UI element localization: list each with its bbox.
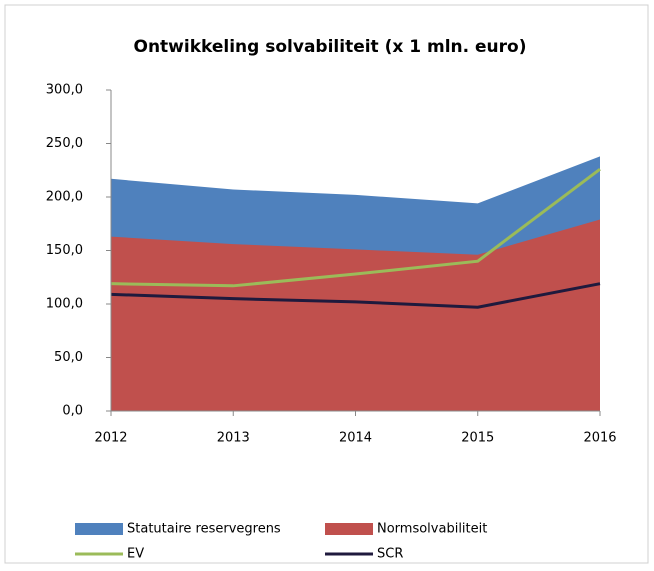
x-tick-label: 2012 (94, 431, 127, 446)
legend-swatch (325, 523, 373, 535)
x-tick-label: 2015 (461, 431, 494, 446)
legend-label: SCR (377, 547, 403, 562)
y-tick-label: 150,0 (46, 243, 83, 258)
y-tick-label: 300,0 (46, 83, 83, 98)
legend-swatch (75, 523, 123, 535)
x-tick-label: 2013 (217, 431, 250, 446)
line (110, 167, 601, 288)
area (111, 219, 600, 411)
y-tick-label: 50,0 (54, 350, 83, 365)
x-tick-label: 2014 (339, 431, 372, 446)
line (110, 282, 601, 309)
y-tick-label: 200,0 (46, 190, 83, 205)
y-tick-label: 250,0 (46, 136, 83, 151)
x-tick-label: 2016 (583, 431, 616, 446)
chart-title: Ontwikkeling solvabiliteit (x 1 mln. eur… (134, 37, 527, 57)
y-tick-label: 0,0 (62, 404, 83, 419)
legend-label: Statutaire reservegrens (127, 522, 281, 537)
y-tick-label: 100,0 (46, 297, 83, 312)
legend-label: Normsolvabiliteit (377, 522, 487, 537)
legend-label: EV (127, 547, 144, 562)
